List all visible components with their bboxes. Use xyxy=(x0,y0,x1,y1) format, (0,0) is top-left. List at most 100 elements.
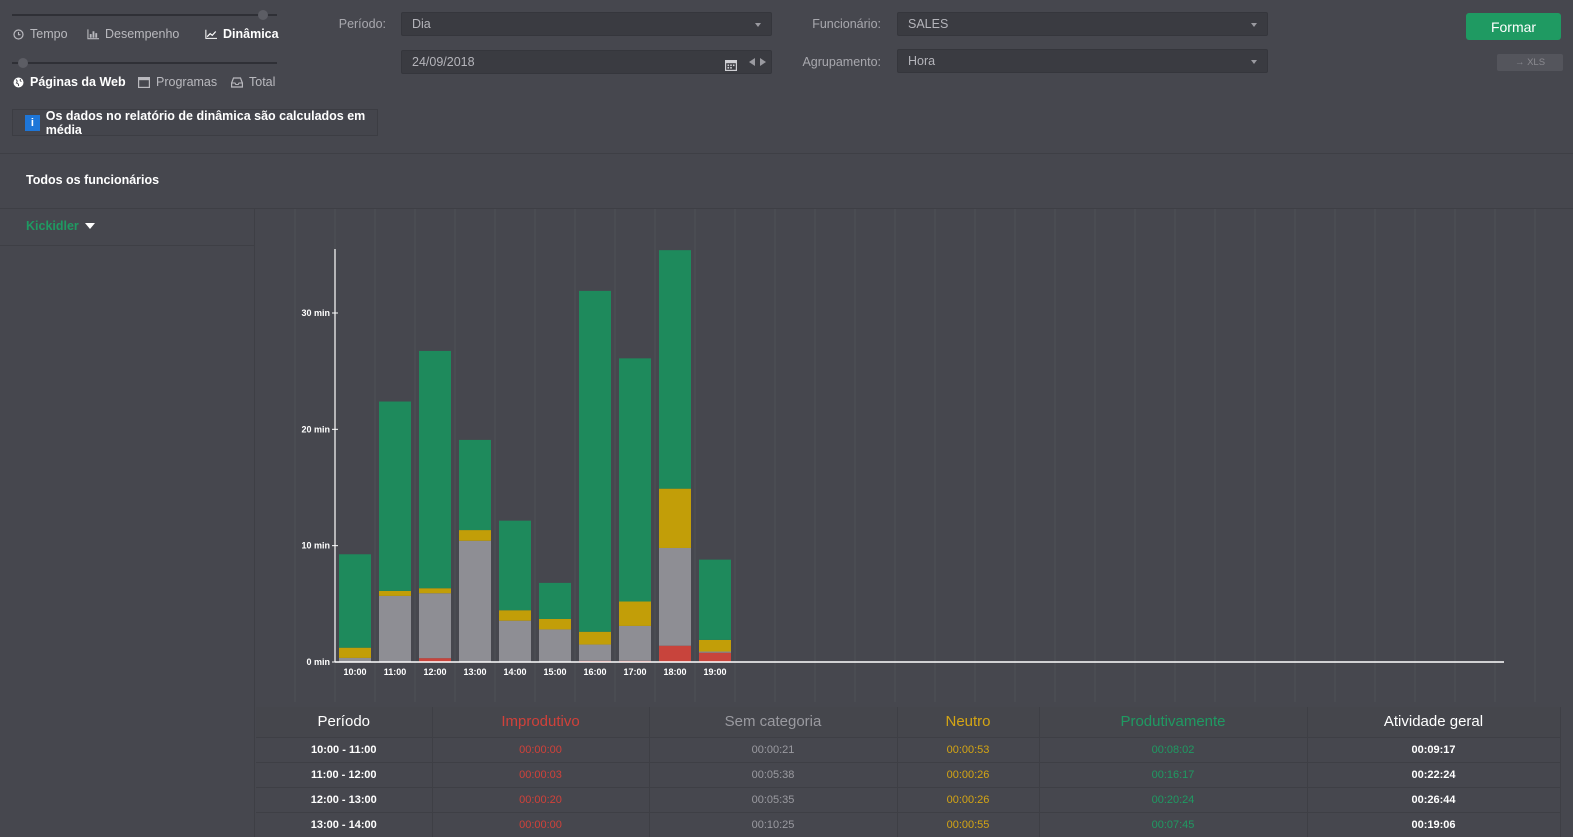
cell-produtivamente: 00:20:24 xyxy=(1039,786,1308,812)
cell-sem-categoria: 00:05:38 xyxy=(649,761,898,787)
bar-segment-produtivamente xyxy=(419,350,451,589)
x-tick-label: 14:00 xyxy=(503,667,526,677)
divider xyxy=(0,208,1573,209)
x-tick-label: 16:00 xyxy=(583,667,606,677)
tab-paginas-web[interactable]: Páginas da Web xyxy=(12,75,126,89)
col-header-periodo[interactable]: Período xyxy=(256,707,433,737)
bar-segment-sem-categoria xyxy=(619,625,651,661)
inbox-icon xyxy=(231,76,243,88)
bar-segment-produtivamente xyxy=(499,520,531,611)
export-xls-button[interactable]: → XLS xyxy=(1497,54,1563,71)
cell-atividade-geral: 00:26:44 xyxy=(1307,786,1561,812)
cell-atividade-geral: 00:19:06 xyxy=(1307,811,1561,837)
tab-programas[interactable]: Programas xyxy=(138,75,217,89)
caret-down-icon xyxy=(84,223,95,229)
y-tick-label: 10 min xyxy=(301,541,330,551)
bar-segment-improdutivo xyxy=(699,652,731,662)
table-row: 12:00 - 13:00 00:00:20 00:05:35 00:00:26… xyxy=(256,786,1561,812)
cell-improdutivo: 00:00:03 xyxy=(432,761,650,787)
cell-period: 10:00 - 11:00 xyxy=(256,736,433,762)
tab-dinamica[interactable]: Dinâmica xyxy=(205,27,279,41)
globe-icon xyxy=(12,76,24,88)
zoom-slider-bottom[interactable] xyxy=(12,58,277,68)
cell-period: 12:00 - 13:00 xyxy=(256,786,433,812)
bar-segment-produtivamente xyxy=(339,554,371,648)
bar-segment-neutro xyxy=(339,647,371,658)
bar-segment-neutro xyxy=(619,601,651,626)
info-banner: i Os dados no relatório de dinâmica são … xyxy=(12,108,378,137)
col-header-improdutivo[interactable]: Improdutivo xyxy=(432,707,650,737)
next-day-icon[interactable] xyxy=(760,58,766,66)
bar-segment-neutro xyxy=(579,631,611,645)
tab-dinamica-label: Dinâmica xyxy=(223,27,279,41)
bar-segment-sem-categoria xyxy=(659,547,691,646)
calendar-icon[interactable] xyxy=(725,56,738,79)
table-header-row: Período Improdutivo Sem categoria Neutro… xyxy=(256,707,1561,737)
cell-atividade-geral: 00:22:24 xyxy=(1307,761,1561,787)
cell-produtivamente: 00:08:02 xyxy=(1039,736,1308,762)
bar-segment-neutro xyxy=(379,590,411,596)
bar-segment-sem-categoria xyxy=(699,651,731,653)
line-chart-icon xyxy=(205,28,217,40)
bar-segment-sem-categoria xyxy=(539,629,571,662)
grouping-select[interactable]: Hora xyxy=(897,49,1268,73)
bar-segment-neutro xyxy=(539,618,571,630)
zoom-slider-bottom-knob[interactable] xyxy=(18,58,28,68)
prev-day-icon[interactable] xyxy=(749,58,755,66)
tab-desempenho[interactable]: Desempenho xyxy=(87,27,179,41)
info-icon: i xyxy=(25,114,40,131)
cell-improdutivo: 00:00:20 xyxy=(432,786,650,812)
cell-neutro: 00:00:26 xyxy=(897,786,1040,812)
info-banner-text: Os dados no relatório de dinâmica são ca… xyxy=(45,108,366,137)
period-label: Período: xyxy=(338,17,386,31)
bar-segment-neutro xyxy=(419,588,451,594)
cell-produtivamente: 00:07:45 xyxy=(1039,811,1308,837)
tab-tempo-label: Tempo xyxy=(30,27,68,41)
bar-segment-neutro xyxy=(699,639,731,652)
employee-item-kickidler[interactable]: Kickidler xyxy=(26,219,95,233)
employee-select[interactable]: SALES xyxy=(897,12,1268,36)
chevron-down-icon xyxy=(1251,60,1257,64)
x-tick-label: 15:00 xyxy=(543,667,566,677)
tab-total-label: Total xyxy=(249,75,276,89)
col-header-sem-categoria[interactable]: Sem categoria xyxy=(649,707,898,737)
col-header-atividade-geral[interactable]: Atividade geral xyxy=(1307,707,1561,737)
cell-improdutivo: 00:00:00 xyxy=(432,811,650,837)
form-button[interactable]: Formar xyxy=(1466,13,1561,40)
y-tick-label: 0 min xyxy=(306,657,330,667)
summary-table: Período Improdutivo Sem categoria Neutro… xyxy=(256,707,1561,837)
date-picker[interactable]: 24/09/2018 xyxy=(401,50,772,74)
cell-neutro: 00:00:55 xyxy=(897,811,1040,837)
bar-segment-sem-categoria xyxy=(459,540,491,662)
bar-segment-sem-categoria xyxy=(499,620,531,662)
bar-segment-sem-categoria xyxy=(579,644,611,661)
tab-programas-label: Programas xyxy=(156,75,218,89)
tab-paginas-web-label: Páginas da Web xyxy=(30,75,126,89)
employee-panel xyxy=(0,209,255,837)
col-header-neutro[interactable]: Neutro xyxy=(897,707,1040,737)
zoom-slider-top-knob[interactable] xyxy=(258,10,268,20)
col-header-produtivamente[interactable]: Produtivamente xyxy=(1039,707,1308,737)
bar-segment-produtivamente xyxy=(539,582,571,619)
zoom-slider-top[interactable] xyxy=(12,10,277,20)
bar-segment-sem-categoria xyxy=(339,657,371,662)
cell-neutro: 00:00:53 xyxy=(897,736,1040,762)
period-select[interactable]: Dia xyxy=(401,12,772,36)
x-tick-label: 12:00 xyxy=(423,667,446,677)
divider xyxy=(0,153,1573,154)
dynamics-chart: 0 min 10 min 20 min 30 min 10:00 11:00 12:00 13… xyxy=(294,209,1536,702)
cell-sem-categoria: 00:05:35 xyxy=(649,786,898,812)
bar-segment-neutro xyxy=(499,610,531,621)
bar-segment-produtivamente xyxy=(699,559,731,640)
table-row: 11:00 - 12:00 00:00:03 00:05:38 00:00:26… xyxy=(256,761,1561,787)
cell-sem-categoria: 00:00:21 xyxy=(649,736,898,762)
x-tick-label: 13:00 xyxy=(463,667,486,677)
tab-tempo[interactable]: Tempo xyxy=(12,27,68,41)
tab-total[interactable]: Total xyxy=(231,75,275,89)
bar-segment-produtivamente xyxy=(579,290,611,632)
cell-sem-categoria: 00:10:25 xyxy=(649,811,898,837)
bar-segment-produtivamente xyxy=(619,358,651,602)
employee-name: Kickidler xyxy=(26,219,79,233)
clock-icon xyxy=(12,28,24,40)
employee-select-value: SALES xyxy=(908,17,949,31)
